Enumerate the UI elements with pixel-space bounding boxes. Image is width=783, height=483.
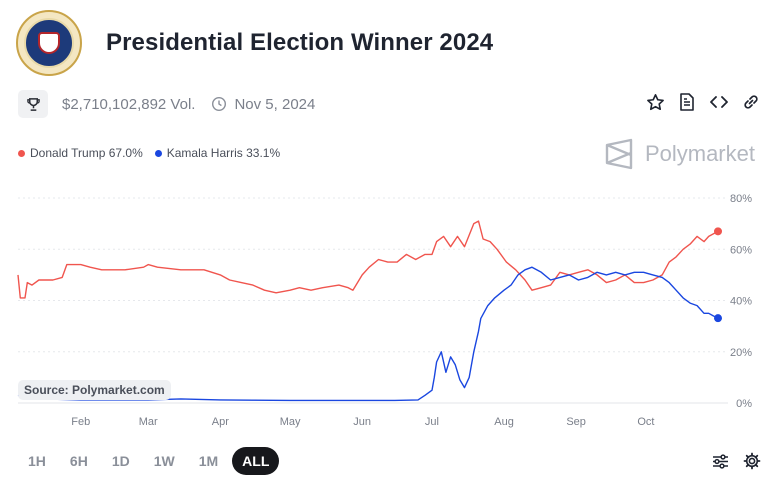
series-end-point-harris[interactable]: [714, 314, 722, 323]
range-button-1m[interactable]: 1M: [198, 453, 219, 469]
chart-legend: Donald Trump 67.0% Kamala Harris 33.1%: [18, 146, 292, 160]
range-button-1h[interactable]: 1H: [28, 453, 46, 469]
polymarket-logo-icon: [605, 138, 633, 170]
presidential-seal-icon: [16, 10, 82, 76]
chart-tools: [711, 452, 761, 470]
x-axis-labels: Feb Mar Apr May Jun Jul Aug Sep Oct: [71, 416, 654, 428]
price-chart[interactable]: 0% 20% 40% 60% 80% Feb Mar Apr May Jun Jul Aug Sep O…: [0, 180, 783, 440]
y-axis-labels: 0% 20% 40% 60% 80%: [730, 193, 752, 410]
x-tick-label: Apr: [212, 416, 229, 428]
brand-name: Polymarket: [644, 141, 755, 166]
series-line-trump: [17, 220, 719, 299]
source-label: Source: Polymarket.com: [18, 380, 171, 400]
polymarket-brand: Polymarket: [605, 138, 755, 170]
y-tick-label: 80%: [730, 193, 752, 205]
range-button-1w[interactable]: 1W: [153, 453, 175, 469]
page-title: Presidential Election Winner 2024: [106, 29, 494, 56]
clock-icon: [211, 96, 227, 112]
x-tick-label: Feb: [71, 416, 90, 428]
legend-label-harris: Kamala Harris: [166, 146, 243, 160]
range-button-all[interactable]: ALL: [232, 447, 280, 475]
y-tick-label: 20%: [730, 347, 752, 359]
link-icon[interactable]: [741, 92, 761, 112]
range-button-1d[interactable]: 1D: [111, 453, 130, 469]
volume-text: $2,710,102,892 Vol.: [62, 95, 196, 113]
legend-value-trump: 67.0%: [108, 146, 143, 160]
range-button-6h[interactable]: 6H: [69, 453, 88, 469]
end-date-text: Nov 5, 2024: [234, 95, 316, 113]
gear-icon[interactable]: [743, 452, 761, 470]
legend-value-harris: 33.1%: [246, 146, 281, 160]
legend-dot-harris: [154, 149, 162, 157]
market-actions: [645, 92, 761, 112]
legend-item-harris: Kamala Harris 33.1%: [154, 146, 281, 160]
x-tick-label: Jul: [425, 416, 439, 428]
y-tick-label: 40%: [730, 296, 752, 308]
legend-dot-trump: [18, 149, 25, 157]
trophy-icon[interactable]: [18, 90, 48, 118]
embed-code-icon[interactable]: [709, 92, 729, 112]
legend-label-trump: Donald Trump: [30, 146, 106, 160]
legend-item-trump: Donald Trump 67.0%: [18, 146, 143, 160]
x-tick-label: Sep: [566, 416, 586, 428]
x-tick-label: Mar: [139, 416, 158, 428]
y-tick-label: 60%: [730, 244, 752, 256]
x-tick-label: Oct: [637, 416, 654, 428]
chart-series: [17, 220, 722, 402]
market-meta: $2,710,102,892 Vol. Nov 5, 2024: [18, 90, 315, 118]
y-tick-label: 0%: [736, 398, 752, 410]
x-tick-label: May: [280, 416, 301, 428]
time-range-selector: 1H 6H 1D 1W 1M ALL: [18, 447, 280, 475]
chart-grid: [18, 197, 728, 404]
sliders-icon[interactable]: [711, 452, 729, 470]
document-icon[interactable]: [677, 92, 697, 112]
market-header: Presidential Election Winner 2024: [16, 10, 493, 76]
series-line-harris: [17, 266, 719, 402]
x-tick-label: Aug: [494, 416, 514, 428]
series-end-point-trump[interactable]: [714, 227, 722, 236]
x-tick-label: Jun: [353, 416, 371, 428]
star-icon[interactable]: [645, 92, 665, 112]
